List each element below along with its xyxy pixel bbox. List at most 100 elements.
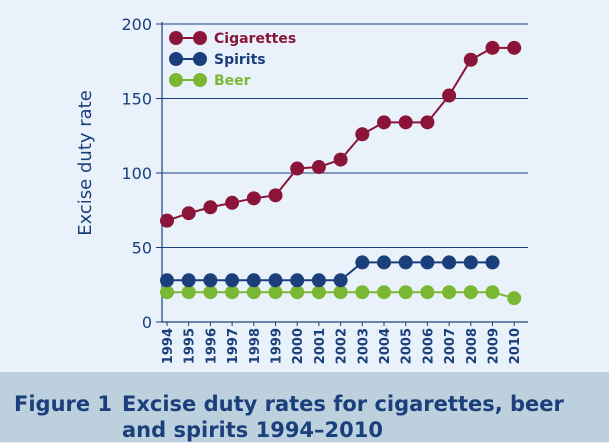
x-tick-label: 1994 bbox=[161, 328, 176, 364]
series-spirits bbox=[160, 255, 500, 288]
data-point-beer bbox=[463, 285, 478, 300]
data-point-spirits bbox=[333, 273, 348, 288]
legend-marker bbox=[193, 73, 207, 87]
line-chart: 0 50 100 150 200 1994 1995 1996 1997 1998 1999 200… bbox=[75, 15, 528, 364]
x-tick-label: 2007 bbox=[443, 328, 458, 364]
data-point-spirits bbox=[463, 255, 478, 270]
y-tick-labels: 0 50 100 150 200 bbox=[121, 15, 152, 332]
data-point-spirits bbox=[420, 255, 435, 270]
data-point-beer bbox=[442, 285, 457, 300]
data-point-beer bbox=[420, 285, 435, 300]
legend-label: Spirits bbox=[214, 52, 266, 68]
x-tick-label: 2005 bbox=[400, 328, 415, 364]
y-tick-label: 50 bbox=[132, 239, 152, 258]
data-point-cigarettes bbox=[333, 152, 348, 167]
data-point-beer bbox=[333, 285, 348, 300]
series-cigarettes bbox=[160, 40, 522, 228]
y-tick-label: 100 bbox=[121, 164, 152, 183]
data-point-beer bbox=[246, 285, 261, 300]
data-point-cigarettes bbox=[485, 40, 500, 55]
data-point-beer bbox=[225, 285, 240, 300]
data-point-cigarettes bbox=[181, 206, 196, 221]
data-point-spirits bbox=[398, 255, 413, 270]
data-point-cigarettes bbox=[355, 127, 370, 142]
figure-caption: Figure 1 Excise duty rates for cigarette… bbox=[0, 372, 609, 442]
x-tick-label: 2004 bbox=[378, 328, 393, 364]
data-point-cigarettes bbox=[160, 213, 174, 228]
x-tick-label: 2009 bbox=[487, 328, 502, 364]
data-point-beer bbox=[268, 285, 283, 300]
y-axis-label: Excise duty rate bbox=[75, 90, 96, 236]
data-point-spirits bbox=[268, 273, 283, 288]
x-tick-label: 1998 bbox=[248, 328, 263, 364]
x-tick-label: 1996 bbox=[204, 328, 219, 364]
legend: Cigarettes Spirits Beer bbox=[169, 31, 296, 89]
data-point-spirits bbox=[225, 273, 240, 288]
data-point-beer bbox=[160, 285, 174, 300]
data-point-cigarettes bbox=[203, 200, 218, 215]
legend-marker bbox=[193, 31, 207, 45]
data-point-cigarettes bbox=[246, 191, 261, 206]
legend-label: Beer bbox=[214, 73, 251, 89]
data-point-beer bbox=[203, 285, 218, 300]
x-tick-label: 2002 bbox=[335, 328, 350, 364]
y-tick-label: 0 bbox=[142, 313, 152, 332]
legend-marker bbox=[169, 73, 183, 87]
data-point-spirits bbox=[203, 273, 218, 288]
data-point-beer bbox=[355, 285, 370, 300]
x-tick-label: 2006 bbox=[421, 328, 436, 364]
x-tick-label: 1997 bbox=[226, 328, 241, 364]
data-point-spirits bbox=[485, 255, 500, 270]
data-point-spirits bbox=[246, 273, 261, 288]
y-tick-label: 200 bbox=[121, 15, 152, 34]
series-line-spirits bbox=[167, 261, 493, 282]
data-point-cigarettes bbox=[463, 52, 478, 67]
data-point-cigarettes bbox=[290, 161, 305, 176]
data-point-cigarettes bbox=[420, 115, 435, 130]
data-point-spirits bbox=[181, 273, 196, 288]
x-tick-label: 2001 bbox=[313, 328, 328, 364]
data-point-beer bbox=[485, 285, 500, 300]
data-point-beer bbox=[181, 285, 196, 300]
x-tick-label: 2010 bbox=[508, 328, 523, 364]
data-point-cigarettes bbox=[442, 88, 457, 103]
data-point-cigarettes bbox=[398, 115, 413, 130]
data-point-cigarettes bbox=[225, 195, 240, 210]
legend-item-beer: Beer bbox=[169, 73, 251, 89]
grid-lines bbox=[162, 23, 528, 248]
x-tick-label: 2000 bbox=[291, 328, 306, 364]
x-tick-labels: 1994 1995 1996 1997 1998 1999 2000 2001 2002 2003… bbox=[161, 328, 523, 364]
series-beer bbox=[160, 285, 522, 306]
legend-item-spirits: Spirits bbox=[169, 52, 266, 68]
data-point-beer bbox=[377, 285, 391, 300]
figure-label: Figure 1 bbox=[14, 392, 113, 416]
data-point-beer bbox=[398, 285, 413, 300]
data-point-cigarettes bbox=[268, 188, 283, 203]
data-point-beer bbox=[311, 285, 326, 300]
data-point-spirits bbox=[442, 255, 457, 270]
data-point-beer bbox=[290, 285, 305, 300]
y-tick-label: 150 bbox=[121, 90, 152, 109]
data-point-spirits bbox=[290, 273, 305, 288]
chart-area: 0 50 100 150 200 1994 1995 1996 1997 1998 1999 200… bbox=[75, 15, 528, 365]
x-tick-label: 2003 bbox=[356, 328, 371, 364]
data-point-cigarettes bbox=[377, 115, 391, 130]
legend-item-cigarettes: Cigarettes bbox=[169, 31, 296, 47]
axes bbox=[156, 22, 528, 326]
x-tick-label: 1999 bbox=[270, 328, 285, 364]
x-tick-label: 2008 bbox=[465, 328, 480, 364]
data-point-cigarettes bbox=[507, 40, 522, 55]
legend-label: Cigarettes bbox=[214, 31, 296, 47]
legend-marker bbox=[169, 52, 183, 66]
x-tick-label: 1995 bbox=[183, 328, 198, 364]
figure-title: Excise duty rates for cigarettes, beer a… bbox=[122, 392, 564, 442]
data-point-spirits bbox=[377, 255, 391, 270]
legend-marker bbox=[193, 52, 207, 66]
data-point-beer bbox=[507, 291, 522, 306]
legend-marker bbox=[169, 31, 183, 45]
data-point-spirits bbox=[355, 255, 370, 270]
series-lines bbox=[160, 40, 522, 306]
data-point-spirits bbox=[311, 273, 326, 288]
data-point-cigarettes bbox=[311, 160, 326, 175]
data-point-spirits bbox=[160, 273, 174, 288]
